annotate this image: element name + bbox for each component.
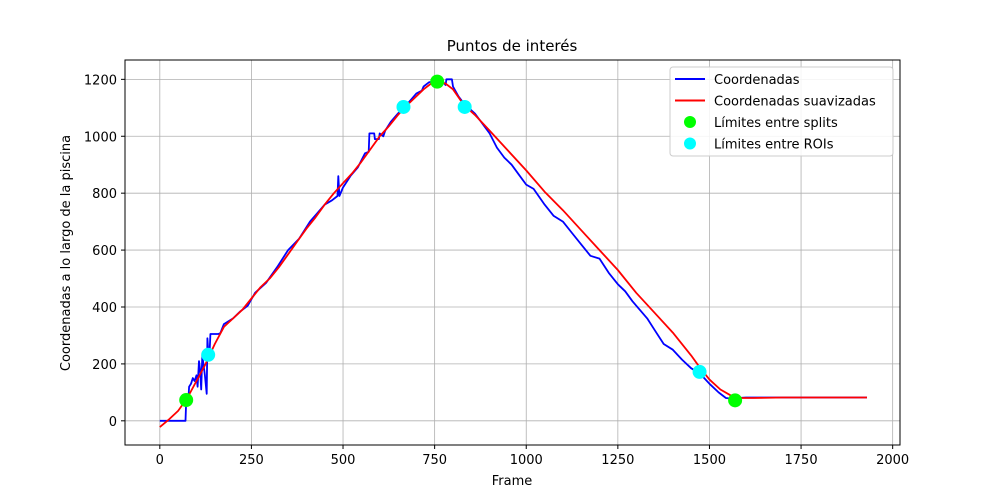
series-coordenadas-line	[159, 78, 867, 422]
roi-boundary-point	[396, 99, 411, 114]
y-tick-label: 400	[92, 301, 117, 316]
y-tick-label: 200	[92, 358, 117, 373]
x-axis-label: Frame	[492, 474, 533, 489]
chart-title: Puntos de interés	[447, 37, 578, 55]
split-boundary-point	[430, 74, 445, 89]
legend-swatch-marker	[684, 137, 696, 150]
legend-box	[669, 66, 894, 157]
y-tick-label: 1200	[84, 73, 117, 88]
x-tick-label: 1250	[601, 453, 634, 468]
legend-swatch-marker	[684, 116, 696, 128]
x-tick-label: 250	[239, 453, 264, 468]
y-tick-label: 1000	[84, 130, 117, 145]
y-tick-label: 800	[92, 187, 117, 202]
x-tick-label: 1000	[510, 453, 543, 468]
x-tick-label: 1750	[785, 453, 818, 468]
legend: Coordenadas Coordenadas suavizadas Límites…	[669, 66, 894, 157]
roi-boundary-point	[457, 99, 472, 114]
split-boundary-point	[728, 393, 743, 408]
plot-frame	[124, 59, 901, 446]
y-tick-label: 600	[92, 244, 117, 259]
x-tick-label: 750	[422, 453, 447, 468]
legend-label: Coordenadas suavizadas	[714, 95, 876, 110]
x-tick-label: 1500	[693, 453, 726, 468]
roi-boundary-point	[692, 364, 707, 379]
legend-label: Límites entre ROIs	[714, 138, 834, 153]
roi-boundary-point	[201, 347, 216, 362]
axis-ticks: 0 250 500 750 1000 1250 1500 1750 2000 0 200 400 600…	[84, 73, 909, 468]
x-tick-label: 2000	[876, 453, 909, 468]
x-tick-label: 500	[331, 453, 356, 468]
y-tick-label: 0	[109, 415, 117, 430]
series-coordenadas-suavizadas-line	[159, 80, 867, 428]
legend-label: Coordenadas	[714, 73, 800, 88]
y-axis-label: Coordenadas a lo largo de la piscina	[59, 135, 74, 371]
legend-label: Límites entre splits	[714, 116, 838, 131]
plot-series	[159, 74, 867, 428]
x-tick-label: 0	[156, 453, 164, 468]
split-boundary-point	[179, 393, 194, 408]
